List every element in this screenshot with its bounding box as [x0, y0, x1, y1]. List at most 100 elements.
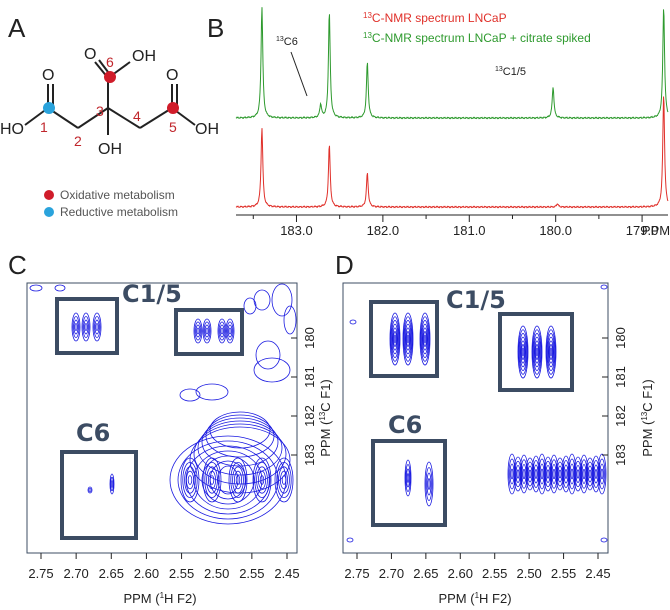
carbon-number-6: 6 — [106, 54, 114, 70]
contour-line — [552, 468, 556, 480]
contour-line — [405, 464, 411, 492]
contour-line — [93, 316, 101, 338]
contour-line — [422, 327, 428, 351]
contour-line — [582, 468, 586, 480]
carbon-number-2: 2 — [74, 133, 82, 149]
contour-line — [597, 453, 607, 495]
contour-line — [520, 340, 526, 364]
atom-oh-mid: OH — [132, 48, 156, 65]
contour-line — [393, 331, 397, 347]
contour-line — [558, 469, 562, 479]
spectrum-tick-label: 180.0 — [539, 223, 572, 238]
contour-line — [402, 312, 414, 366]
citrate-structure — [24, 59, 196, 135]
contour-line — [425, 467, 433, 501]
hsqc-panel-c: C1/5 C6 2.75 2.70 2.65 2.60 2.55 2.50 2.55 2.45… — [26, 280, 333, 606]
contour-line — [228, 457, 248, 503]
hsqc-x-tick-label: 2.75 — [344, 566, 369, 581]
contour-line — [109, 473, 115, 495]
contour-line — [405, 327, 411, 351]
hsqc-c-label-c15: C1/5 — [122, 280, 182, 308]
hsqc-y-tick-label: 183 — [613, 444, 628, 466]
spectrum-tick-label: 181.0 — [453, 223, 486, 238]
spectrum-x-unit: PPM — [642, 223, 670, 238]
contour-line — [179, 388, 201, 402]
contour-line — [205, 327, 209, 335]
contour-line — [599, 463, 605, 485]
contour-line — [546, 469, 550, 479]
contour-line — [598, 458, 606, 490]
contour-line — [516, 469, 520, 479]
contour-line — [209, 475, 215, 485]
hsqc-c-box-c6 — [60, 450, 138, 540]
c1-atom-blue — [43, 102, 55, 114]
contour-line — [29, 284, 43, 292]
contour-line — [72, 316, 80, 338]
metabolism-legend: Oxidative metabolism Reductive metabolis… — [44, 188, 178, 219]
contour-line — [406, 468, 410, 488]
contour-line — [517, 325, 529, 379]
spectrum-green-trace — [235, 7, 669, 120]
contour-line — [420, 316, 430, 362]
contour-line — [193, 318, 203, 344]
hsqc-c-contours — [29, 283, 297, 525]
contour-line — [564, 469, 568, 479]
contour-line — [220, 327, 224, 335]
contour-line — [521, 344, 525, 360]
contour-line — [84, 323, 88, 331]
carbon-number-4: 4 — [133, 108, 141, 124]
hsqc-x-tick-label: 2.55 — [169, 566, 194, 581]
contour-line — [421, 323, 429, 355]
legend-green-sup: 13 — [363, 31, 372, 40]
contour-line — [427, 478, 431, 490]
carbon-number-1: 1 — [40, 119, 48, 135]
contour-line — [271, 283, 293, 317]
hsqc-d-box-c6 — [371, 439, 447, 527]
hsqc-d-contours — [346, 284, 608, 543]
hsqc-x-tick-label: 2.70 — [63, 566, 88, 581]
contour-line — [510, 468, 514, 480]
hsqc-d-box-c15-left — [369, 300, 439, 378]
contour-line — [528, 469, 532, 479]
contour-line — [404, 459, 412, 497]
hsqc-x-tick-label: 2.50 — [516, 566, 541, 581]
contour-line — [274, 457, 294, 503]
contour-line — [283, 305, 297, 335]
atom-o-right: O — [166, 67, 178, 84]
contour-line — [218, 321, 226, 341]
panel-label-b: B — [207, 13, 224, 43]
contour-line — [588, 469, 592, 479]
contour-line — [184, 466, 196, 494]
contour-line — [534, 340, 540, 364]
contour-line — [522, 468, 526, 480]
contour-line — [403, 316, 413, 362]
contour-line — [54, 284, 66, 292]
hsqc-d-box-c15-right — [498, 312, 574, 392]
atom-oh-right: OH — [195, 121, 219, 138]
svg-text:13C-NMR spectrum LNCaP + citra: 13C-NMR spectrum LNCaP + citrate spiked — [363, 31, 591, 45]
contour-line — [349, 319, 357, 325]
spectrum-legend: 13C-NMR spectrum LNCaP 13C-NMR spectrum … — [363, 11, 591, 45]
legend-oxidative: Oxidative metabolism — [60, 188, 175, 202]
contour-line — [110, 476, 114, 492]
contour-line — [194, 321, 202, 341]
hsqc-y-tick-label: 180 — [302, 327, 317, 349]
ann-c6-pointer — [290, 51, 308, 97]
contour-line — [74, 323, 78, 331]
contour-line — [209, 411, 271, 449]
contour-line — [423, 334, 427, 344]
contour-line — [187, 475, 193, 485]
contour-line — [207, 470, 216, 490]
contour-line — [225, 318, 235, 344]
contour-line — [404, 323, 412, 355]
contour-line — [549, 347, 553, 357]
contour-line — [391, 320, 399, 358]
hsqc-c-y-label: PPM (13C F1) — [318, 379, 333, 457]
contour-line — [389, 312, 401, 366]
contour-line — [545, 325, 557, 379]
hsqc-c-box-c15-right — [174, 308, 244, 356]
contour-line — [243, 297, 257, 315]
spectrum-tick-label: 183.0 — [280, 223, 313, 238]
contour-line — [576, 469, 580, 479]
